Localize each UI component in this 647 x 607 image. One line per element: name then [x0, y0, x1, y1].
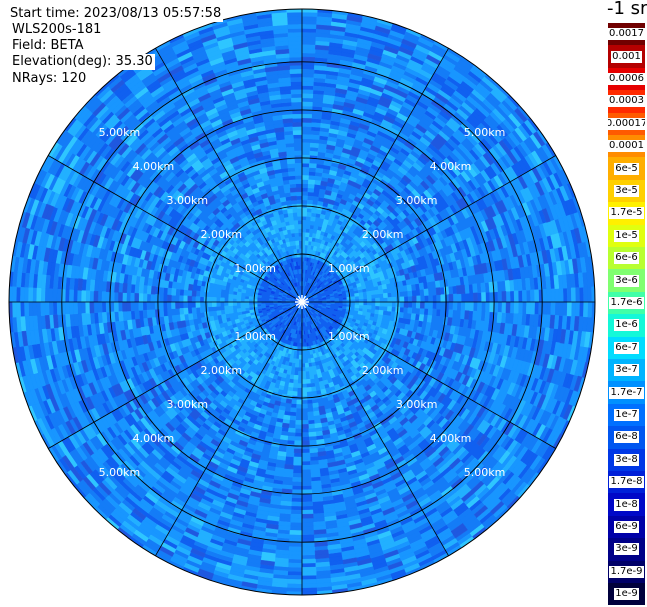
- colorbar-tick-label: 0.001: [611, 50, 642, 63]
- range-ring-label: 4.00km: [133, 160, 175, 173]
- colorbar-tick-label: 1e-5: [614, 229, 639, 242]
- colorbar-tick-label: 0.00017: [608, 117, 645, 130]
- colorbar-tick-label: 3e-8: [614, 453, 639, 466]
- colorbar-cell: 6e-7: [608, 336, 645, 359]
- colorbar-tick-label: 3e-9: [614, 543, 639, 556]
- colorbar-cell: 3e-5: [608, 179, 645, 203]
- colorbar-tick-label: 3e-7: [614, 364, 639, 377]
- colorbar-cell: 0.0017: [608, 23, 645, 46]
- range-ring-label: 5.00km: [99, 126, 141, 139]
- colorbar-cell: 6e-8: [608, 426, 645, 449]
- colorbar-cell: 0.00017: [608, 112, 645, 135]
- range-ring-label: 1.00km: [328, 262, 370, 275]
- range-ring-label: 4.00km: [133, 432, 175, 445]
- colorbar-tick-label: 6e-5: [614, 162, 639, 175]
- colorbar-tick-label: 0.0006: [608, 72, 645, 85]
- colorbar-tick-label: 1e-8: [614, 498, 639, 511]
- colorbar-cell: 1e-6: [608, 314, 645, 337]
- colorbar-cell: 0.0006: [608, 67, 645, 91]
- colorbar-tick-label: 0.0017: [608, 28, 645, 41]
- field-label: Field: BETA: [12, 38, 86, 54]
- colorbar-tick-label: 1e-9: [614, 588, 639, 601]
- colorbar-cell: 3e-6: [608, 269, 645, 292]
- azimuth-spoke: [301, 301, 556, 449]
- range-ring-label: 5.00km: [464, 466, 506, 479]
- range-ring-label: 5.00km: [464, 126, 506, 139]
- colorbar-tick-label: 3e-6: [614, 274, 639, 287]
- range-ring-label: 3.00km: [167, 398, 209, 411]
- colorbar-tick-label: 3e-5: [614, 184, 639, 197]
- colorbar-cell: 3e-8: [608, 448, 645, 471]
- colorbar-tick-label: 1.7e-5: [609, 207, 644, 220]
- colorbar-cell: 6e-9: [608, 515, 645, 539]
- colorbar-cell: 1.7e-6: [608, 291, 645, 315]
- colorbar-tick-label: 1.7e-8: [609, 476, 644, 489]
- colorbar-cell: 6e-6: [608, 247, 645, 270]
- colorbar-cell: 3e-7: [608, 359, 645, 382]
- colorbar-cell: 0.0001: [608, 135, 645, 158]
- range-ring-label: 2.00km: [362, 364, 404, 377]
- colorbar-cell: 1.7e-8: [608, 471, 645, 494]
- colorbar-cell: 6e-5: [608, 157, 645, 180]
- colorbar-tick-label: 0.0001: [608, 140, 645, 153]
- colorbar-tick-label: 6e-9: [614, 520, 639, 533]
- colorbar-cell: 1e-5: [608, 224, 645, 247]
- range-ring-label: 1.00km: [234, 330, 276, 343]
- colorbar-tick-label: 6e-7: [614, 341, 639, 354]
- azimuth-spoke: [155, 48, 303, 303]
- colorbar-cell: 0.001: [608, 45, 645, 68]
- range-ring-label: 2.00km: [201, 364, 243, 377]
- azimuth-spoke: [48, 301, 303, 449]
- colorbar-title: -1 sr: [607, 0, 647, 19]
- data-cell-group: [9, 15, 590, 595]
- colorbar-cell: 0.0003: [608, 90, 645, 113]
- range-ring-label: 1.00km: [234, 262, 276, 275]
- azimuth-spoke: [48, 155, 303, 303]
- colorbar-tick-label: 1e-6: [614, 319, 639, 332]
- colorbar-cell: 1.7e-7: [608, 381, 645, 404]
- colorbar-cell: 1.7e-5: [608, 202, 645, 225]
- range-ring-label: 2.00km: [201, 228, 243, 241]
- range-ring-label: 4.00km: [430, 432, 472, 445]
- range-ring-label: 3.00km: [396, 398, 438, 411]
- colorbar-tick-label: 6e-8: [614, 431, 639, 444]
- range-ring-label: 5.00km: [99, 466, 141, 479]
- polar-grid: [8, 8, 596, 596]
- range-ring-label: 3.00km: [396, 194, 438, 207]
- colorbar-cell: 1.7e-9: [608, 560, 645, 583]
- colorbar-tick-label: 1e-7: [614, 408, 639, 421]
- center-hub-tick: [297, 295, 303, 303]
- azimuth-spoke: [301, 48, 449, 303]
- elevation-label: Elevation(deg): 35.30: [12, 54, 155, 70]
- colorbar-cell: 1e-9: [608, 583, 645, 606]
- range-ring-label: 2.00km: [362, 228, 404, 241]
- start-time-label: Start time: 2023/08/13 05:57:58: [10, 6, 224, 22]
- range-ring-label: 3.00km: [167, 194, 209, 207]
- colorbar-cell: 1e-7: [608, 403, 645, 427]
- colorbar-tick-label: 1.7e-6: [609, 296, 644, 309]
- range-ring-label: 4.00km: [430, 160, 472, 173]
- colorbar-cell: 3e-9: [608, 538, 645, 561]
- colorbar-tick-label: 6e-6: [614, 252, 639, 265]
- instrument-label: WLS200s-181: [12, 22, 104, 38]
- colorbar-tick-label: 1.7e-9: [609, 565, 644, 578]
- azimuth-spoke: [301, 155, 556, 303]
- colorbar-tick-label: 1.7e-7: [609, 386, 644, 399]
- azimuth-spoke: [301, 301, 449, 556]
- nrays-label: NRays: 120: [12, 71, 89, 87]
- range-labels: 1.00km 1.00km 1.00km 1.00km 2.00km 2.00km 2.00…: [99, 126, 506, 479]
- colorbar-tick-label: 0.0003: [608, 95, 645, 108]
- azimuth-spoke: [155, 301, 303, 556]
- colorbar-cell: 1e-8: [608, 493, 645, 516]
- range-ring-label: 1.00km: [328, 330, 370, 343]
